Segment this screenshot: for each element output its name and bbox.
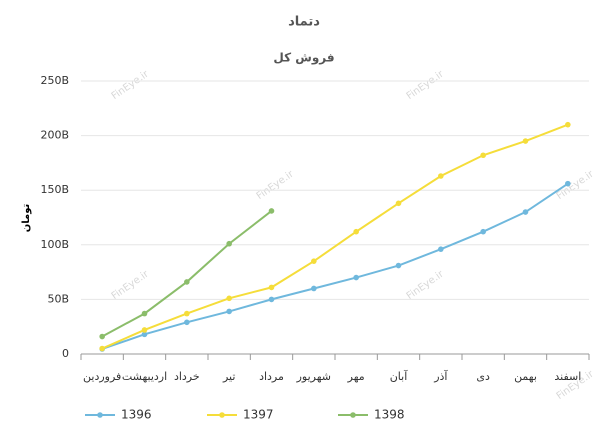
point [311, 258, 317, 264]
point [268, 208, 275, 214]
y-tick-label: 150B [40, 183, 69, 196]
point [226, 240, 232, 247]
x-tick-label: مهر [347, 370, 365, 383]
y-tick-label: 100B [40, 238, 69, 251]
watermark: FinEye.ir [110, 68, 152, 102]
point [565, 180, 571, 187]
point [99, 333, 105, 340]
point [353, 274, 359, 281]
x-tick-label: شهریور [296, 370, 331, 383]
x-tick-label: آذر [433, 369, 448, 383]
watermark: FinEye.ir [555, 168, 597, 202]
point [184, 279, 190, 285]
point [141, 327, 148, 333]
x-tick-label: مرداد [259, 370, 284, 383]
point [268, 284, 275, 291]
chart-title: دتماد [288, 15, 320, 30]
point [226, 295, 232, 302]
legend-marker [350, 412, 356, 418]
series-line [101, 182, 569, 350]
point [565, 121, 571, 128]
legend-marker [219, 412, 225, 418]
y-tick-label: 0 [62, 347, 69, 360]
legend-marker [97, 412, 103, 418]
point [480, 228, 486, 235]
watermark: FinEye.ir [405, 68, 447, 102]
point [522, 138, 529, 144]
x-tick-label: تیر [222, 370, 235, 383]
x-tick-label: اسفند [554, 370, 581, 383]
point [395, 200, 402, 207]
x-tick-label: خرداد [174, 370, 200, 383]
point [184, 319, 190, 326]
point [99, 345, 105, 352]
series-line [101, 123, 569, 350]
point [141, 331, 148, 338]
x-tick-label: فروردین [83, 370, 121, 383]
point [480, 152, 486, 159]
x-tick-label: اردیبهشت [122, 370, 167, 383]
y-tick-label: 50B [47, 292, 69, 305]
watermark: FinEye.ir [110, 268, 152, 302]
y-tick-label: 200B [40, 129, 69, 142]
legend-label: 1397 [243, 408, 274, 422]
point [395, 262, 402, 269]
point [226, 308, 232, 315]
point [311, 285, 317, 292]
y-axis-label: تومان [21, 204, 32, 233]
point [438, 173, 444, 179]
point [141, 310, 148, 317]
legend-label: 1396 [121, 408, 152, 422]
point [438, 246, 444, 252]
point [353, 228, 359, 235]
watermark: FinEye.ir [255, 168, 297, 202]
point [184, 310, 190, 317]
x-tick-label: دی [476, 370, 490, 383]
watermark: FinEye.ir [405, 268, 447, 302]
x-tick-label: بهمن [514, 370, 537, 383]
point [522, 209, 529, 215]
point [268, 296, 275, 303]
y-tick-label: 250B [40, 74, 69, 87]
series-line [101, 210, 273, 338]
chart-subtitle: فروش کل [273, 51, 334, 66]
legend-label: 1398 [374, 408, 405, 422]
x-tick-label: آبان [390, 369, 408, 383]
